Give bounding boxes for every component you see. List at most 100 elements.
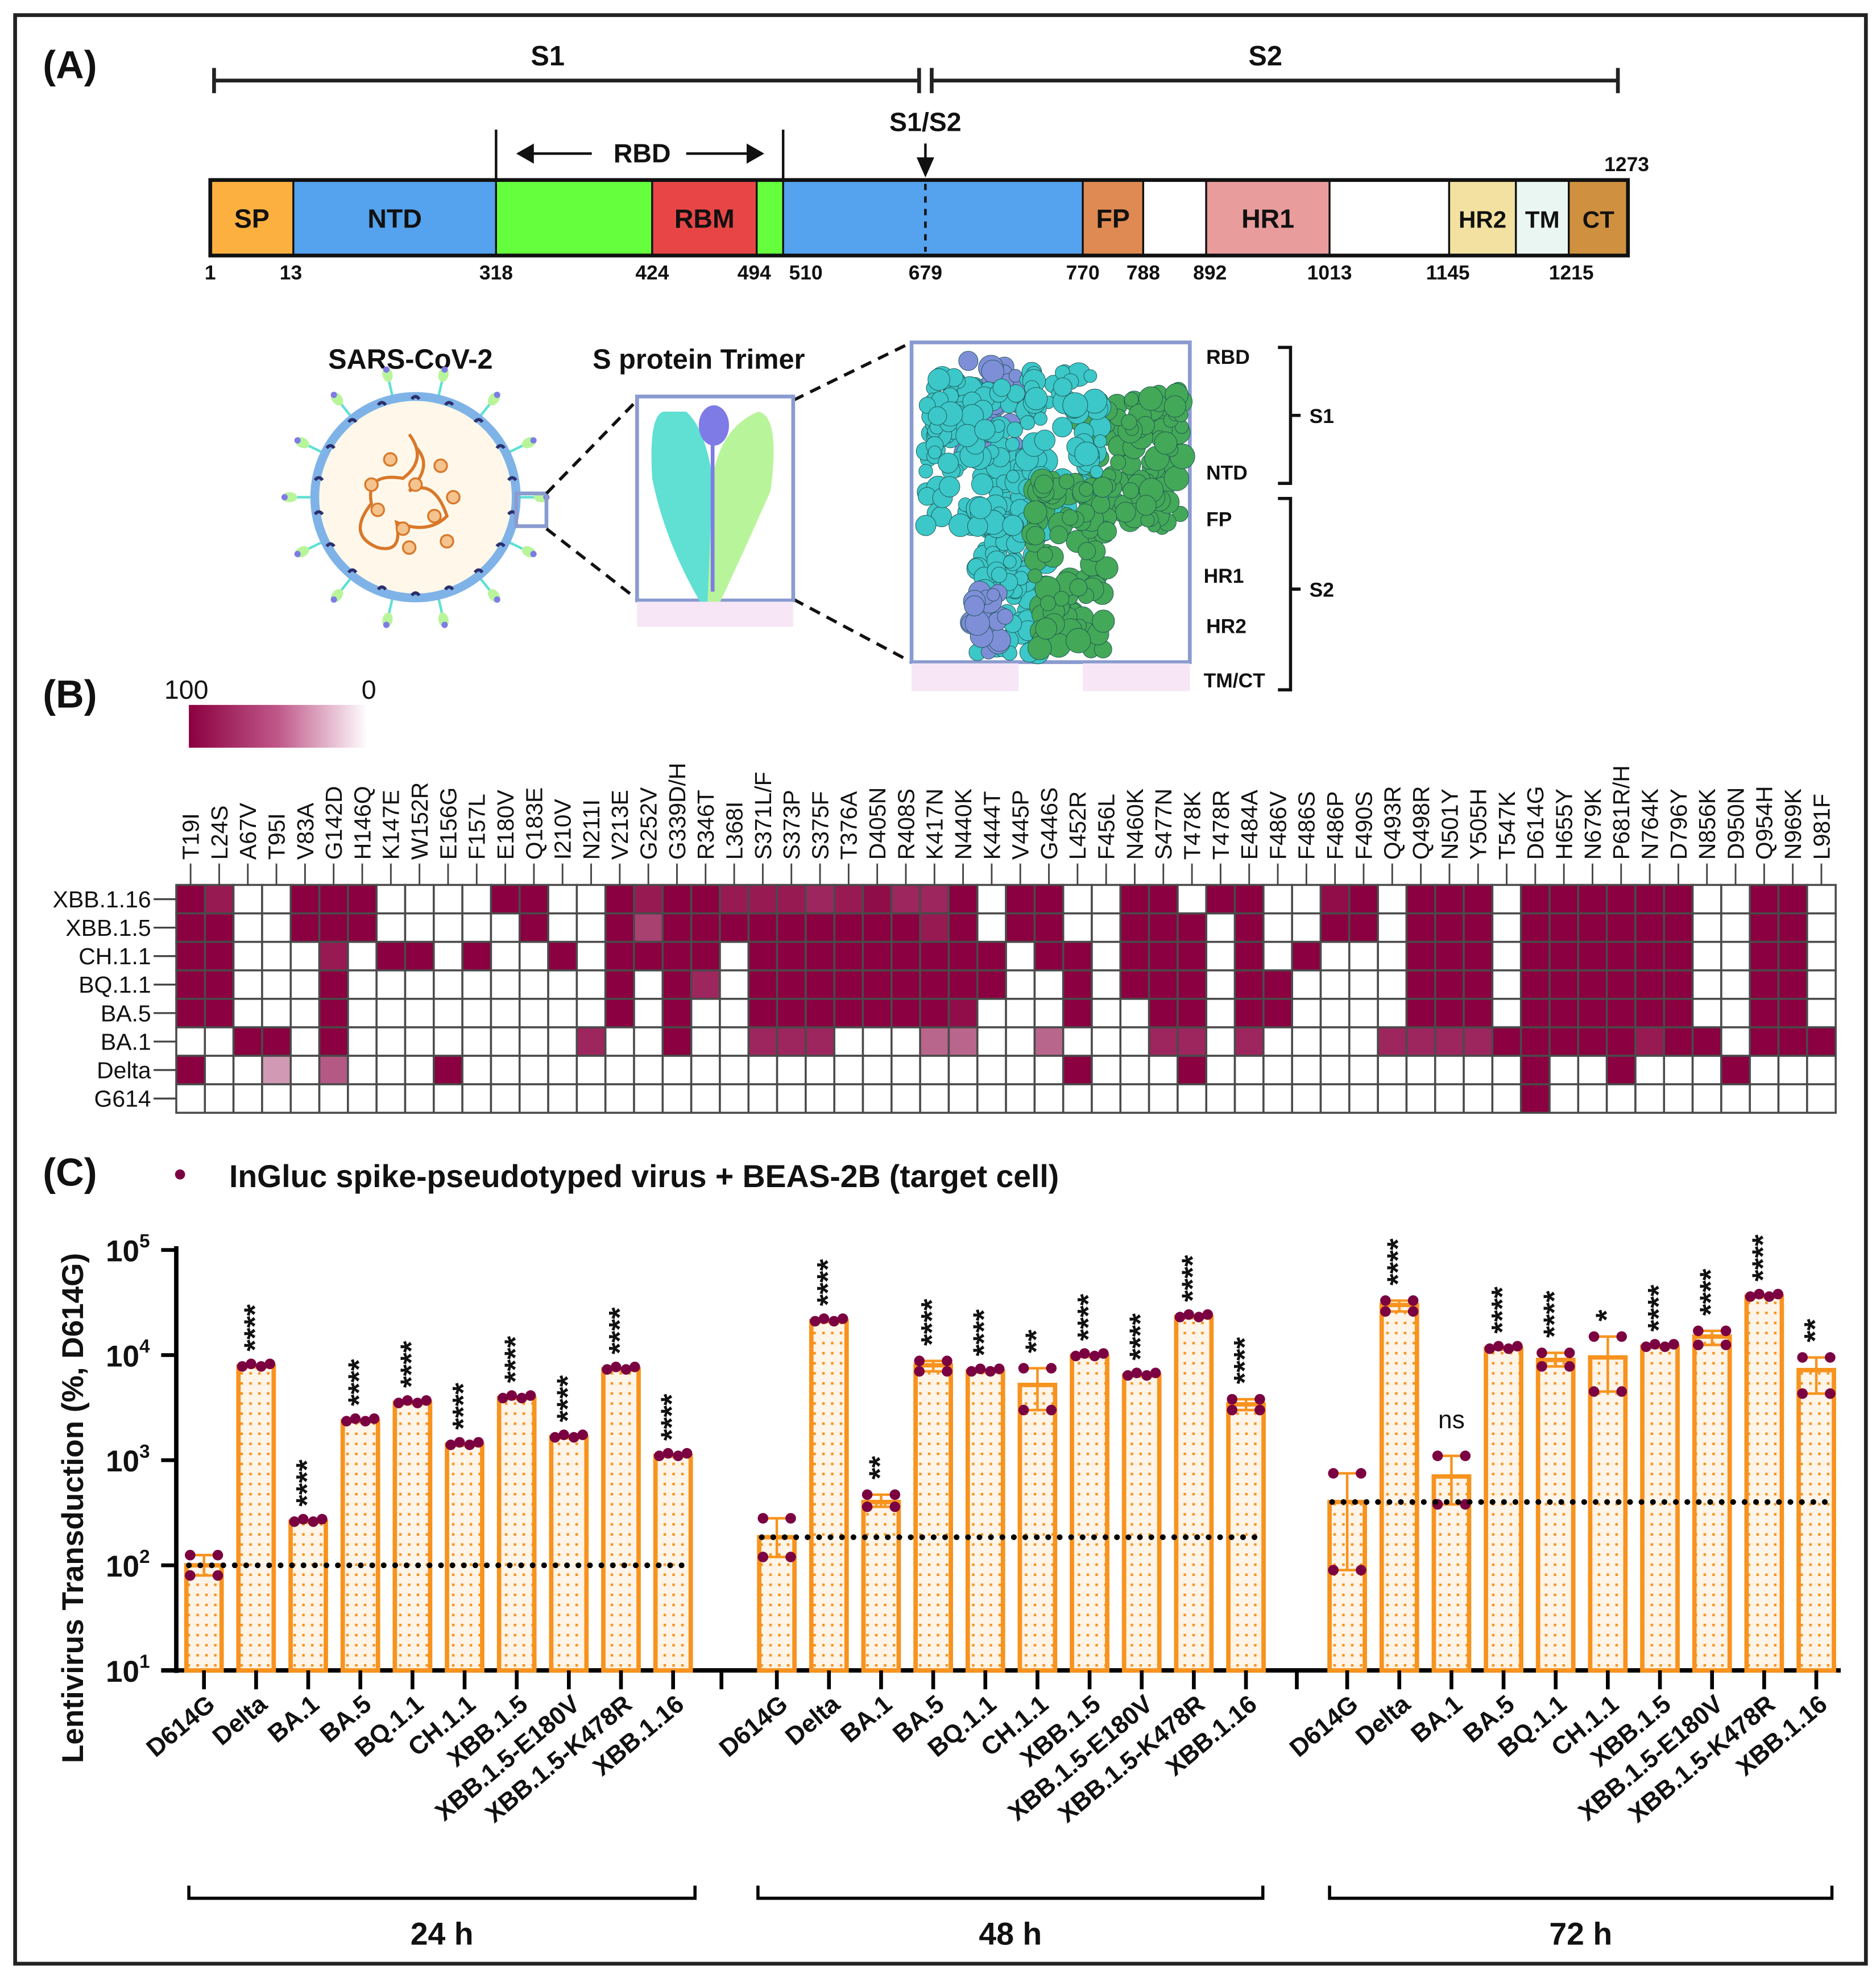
heatmap-cell bbox=[1605, 1026, 1637, 1057]
position-label: 679 bbox=[909, 262, 942, 284]
heatmap-cell bbox=[232, 969, 263, 1000]
heatmap-cell bbox=[1463, 969, 1494, 1000]
domain-label: SP bbox=[234, 204, 270, 234]
heatmap-cell bbox=[1663, 1055, 1694, 1085]
membrane-protein-icon bbox=[473, 568, 484, 574]
heatmap-cell bbox=[1605, 884, 1637, 915]
heatmap-cell bbox=[862, 884, 893, 915]
heatmap-cell bbox=[862, 1026, 893, 1057]
heatmap-cell bbox=[318, 1055, 349, 1085]
bar bbox=[288, 1519, 328, 1673]
data-point bbox=[445, 1439, 456, 1450]
position-label: 1013 bbox=[1307, 262, 1352, 284]
atom-sphere bbox=[1037, 546, 1053, 563]
atom-sphere bbox=[1069, 578, 1088, 597]
heatmap-cell bbox=[175, 969, 206, 1000]
heatmap-cell bbox=[862, 940, 893, 972]
mutation-label: P681R/H bbox=[1608, 765, 1634, 860]
heatmap-cell bbox=[919, 1055, 950, 1085]
heatmap-cell bbox=[1348, 1026, 1379, 1057]
mutation-label: F490S bbox=[1351, 791, 1377, 860]
significance-label: **** bbox=[1642, 1284, 1676, 1332]
heatmap-cell bbox=[1605, 1055, 1637, 1085]
bar bbox=[184, 1563, 224, 1673]
data-point bbox=[297, 1513, 309, 1525]
heatmap-cell bbox=[1749, 1083, 1780, 1114]
heatmap-cell bbox=[747, 1055, 778, 1085]
mutation-label: T478K bbox=[1179, 791, 1205, 860]
heatmap-cell bbox=[1177, 969, 1208, 1000]
y-tick-exponent: 5 bbox=[139, 1231, 150, 1252]
heatmap-cell bbox=[261, 884, 292, 915]
heatmap-cell bbox=[1205, 940, 1236, 972]
heatmap-cell bbox=[1634, 998, 1666, 1028]
bar bbox=[1640, 1344, 1680, 1673]
nucleocapsid-icon bbox=[370, 502, 385, 517]
s1-label: S1 bbox=[531, 41, 565, 72]
heatmap-cell bbox=[1062, 1026, 1093, 1057]
heatmap-cell bbox=[690, 969, 721, 1000]
timepoint-bracket bbox=[187, 1885, 697, 1900]
data-point bbox=[1773, 1288, 1784, 1300]
heatmap-cell bbox=[1463, 998, 1494, 1028]
position-label: 1145 bbox=[1426, 262, 1470, 284]
heatmap-cell bbox=[375, 884, 407, 915]
heatmap-cell bbox=[1005, 969, 1036, 1000]
heatmap-cell bbox=[1205, 1026, 1236, 1057]
data-point bbox=[1098, 1348, 1109, 1359]
heatmap-cell bbox=[805, 1026, 835, 1057]
figure-border bbox=[13, 13, 1868, 1966]
data-point bbox=[914, 1355, 925, 1366]
position-label: 892 bbox=[1193, 262, 1227, 284]
heatmap-cell bbox=[891, 884, 921, 915]
timepoint-label: 48 h bbox=[979, 1917, 1042, 1952]
data-point bbox=[1328, 1468, 1339, 1479]
heatmap-cell bbox=[1519, 1055, 1551, 1085]
heatmap-cell bbox=[1291, 1083, 1322, 1114]
heatmap-cell bbox=[261, 1055, 292, 1085]
heatmap-cell bbox=[661, 940, 693, 972]
heatmap-cell bbox=[633, 884, 664, 915]
colorbar-min-label: 0 bbox=[362, 675, 376, 704]
heatmap-cell bbox=[1291, 940, 1322, 972]
heatmap-cell bbox=[1491, 884, 1522, 915]
domain-label: NTD bbox=[367, 204, 422, 234]
data-point bbox=[1720, 1339, 1732, 1350]
mutation-label: A67V bbox=[235, 802, 261, 860]
heatmap-cell bbox=[1377, 969, 1408, 1000]
colorbar bbox=[189, 704, 368, 748]
heatmap-cell bbox=[433, 1083, 463, 1114]
data-point bbox=[1380, 1306, 1391, 1317]
heatmap-cell bbox=[1119, 1083, 1150, 1114]
heatmap-cell bbox=[947, 998, 979, 1028]
atom-sphere bbox=[1026, 526, 1045, 545]
heatmap-cell bbox=[204, 1083, 235, 1114]
heatmap-cell bbox=[690, 1083, 721, 1114]
heatmap-cell bbox=[633, 1083, 664, 1114]
heatmap-cell bbox=[1434, 1055, 1465, 1085]
heatmap-cell bbox=[547, 1083, 578, 1114]
heatmap-cell bbox=[1777, 912, 1808, 943]
mutation-label: E180V bbox=[492, 790, 519, 860]
heatmap-cell bbox=[347, 1026, 378, 1057]
heatmap-cell bbox=[261, 969, 292, 1000]
heatmap-cell bbox=[547, 1055, 578, 1085]
atom-sphere bbox=[969, 496, 992, 519]
heatmap-cell bbox=[1348, 912, 1379, 943]
significance-label: ** bbox=[863, 1456, 897, 1480]
atom-sphere bbox=[1154, 432, 1178, 455]
heatmap-cell bbox=[518, 1083, 549, 1114]
heatmap-cell bbox=[833, 1055, 864, 1085]
heatmap-cell bbox=[1463, 1026, 1494, 1057]
heatmap-cell bbox=[433, 1026, 463, 1057]
atom-sphere bbox=[1121, 414, 1137, 430]
heatmap-cell bbox=[1033, 884, 1065, 915]
heatmap-cell bbox=[891, 1055, 921, 1085]
data-point bbox=[568, 1432, 579, 1443]
atom-sphere bbox=[1092, 476, 1113, 498]
heatmap-cell bbox=[1291, 998, 1322, 1028]
heatmap-cell bbox=[204, 940, 235, 972]
heatmap-cell bbox=[1233, 1083, 1265, 1114]
heatmap-cell bbox=[347, 940, 378, 972]
bar bbox=[1744, 1294, 1784, 1673]
